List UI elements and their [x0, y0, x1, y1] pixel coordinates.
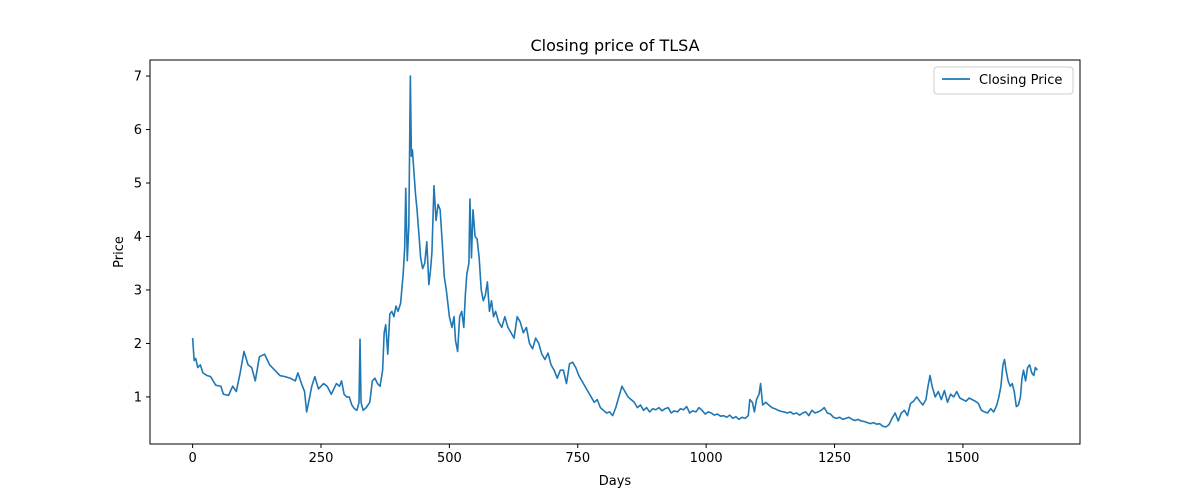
chart-title: Closing price of TLSA [530, 36, 699, 55]
x-tick-label: 1250 [818, 451, 851, 466]
legend-box [933, 66, 1074, 95]
x-tick-label: 1000 [690, 451, 723, 466]
y-axis: 1 2 3 4 5 6 7 [134, 70, 150, 405]
y-tick-label: 3 [134, 283, 142, 298]
y-tick-label: 6 [134, 123, 142, 138]
x-axis: 0 250 500 750 1000 1250 1500 [188, 444, 979, 466]
legend: Closing Price [933, 66, 1074, 95]
x-tick-label: 0 [188, 451, 196, 466]
y-tick-label: 1 [134, 390, 142, 405]
plot-frame [149, 59, 1081, 445]
y-axis-label: Price [112, 236, 127, 268]
x-tick-label: 1500 [946, 451, 979, 466]
y-tick-label: 5 [134, 177, 142, 192]
series-layer [191, 75, 1039, 428]
x-tick-label: 500 [437, 451, 462, 466]
y-tick-label: 2 [134, 337, 142, 352]
y-tick-label: 7 [134, 70, 142, 85]
x-axis-label: Days [599, 474, 632, 489]
x-tick-label: 250 [309, 451, 334, 466]
legend-label: Closing Price [979, 73, 1062, 88]
series-line-0 [191, 75, 1039, 428]
y-tick-label: 4 [134, 230, 142, 245]
x-tick-label: 750 [565, 451, 590, 466]
